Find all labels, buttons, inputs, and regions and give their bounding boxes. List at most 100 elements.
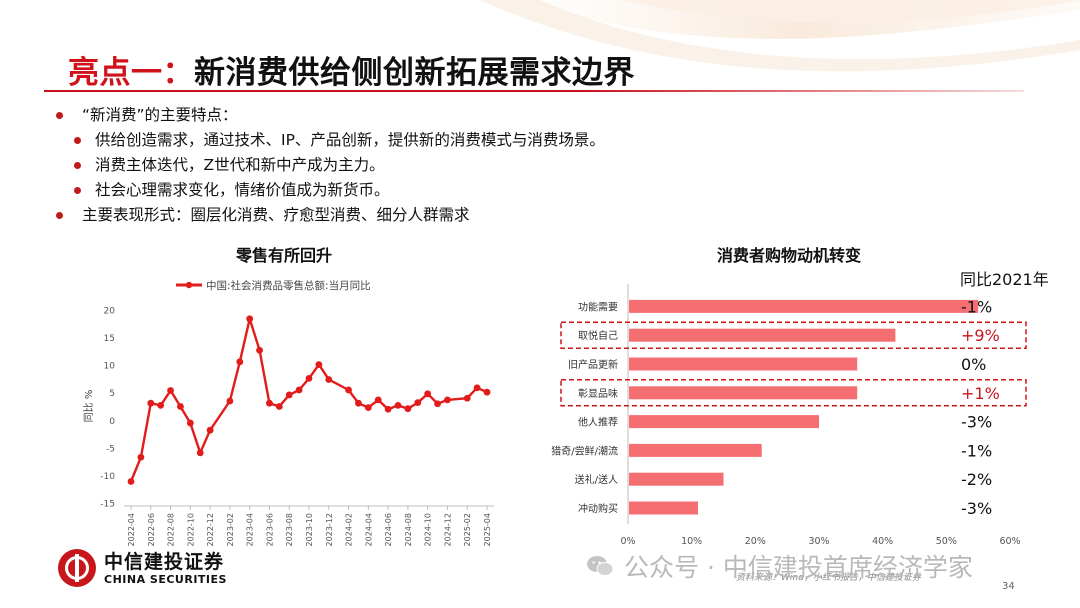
bullet-item: “新消费”的主要特点：: [56, 103, 605, 128]
data-point: [473, 384, 481, 392]
data-point: [285, 391, 293, 399]
category-label: 送礼/送人: [575, 473, 618, 486]
bullet-dot: [74, 137, 81, 144]
change-label: +1%: [961, 384, 1000, 403]
data-point: [384, 405, 392, 413]
data-point: [196, 449, 204, 457]
x-tick-label: 2024-08: [404, 513, 413, 546]
x-tick-label: 2024-02: [345, 513, 354, 546]
x-tick-label: 10%: [681, 536, 702, 547]
data-point: [315, 361, 323, 368]
data-point: [434, 400, 441, 408]
left-chart-title: 零售有所回升: [236, 246, 333, 265]
bullet-list: “新消费”的主要特点： 供给创造需求，通过技术、IP、产品创新，提供新的消费模式…: [56, 103, 605, 228]
data-point: [167, 387, 174, 394]
bar: [629, 501, 699, 515]
x-tick-label: 2022-06: [147, 513, 156, 546]
bar: [629, 415, 819, 429]
bullet-dot: [74, 162, 81, 169]
category-label: 他人推荐: [578, 416, 618, 429]
change-label: +9%: [961, 326, 1000, 345]
data-point: [483, 388, 491, 396]
y-tick-label: 20: [104, 307, 116, 317]
data-point: [186, 419, 194, 427]
watermark-text: 公众号 · 中信建投首席经济学家: [624, 553, 973, 582]
bullet-text: “新消费”的主要特点：: [82, 106, 238, 124]
x-tick-label: 2023-02: [226, 513, 235, 546]
data-point: [256, 346, 263, 354]
y-tick-label: 0: [109, 417, 115, 427]
x-tick-label: 2023-06: [265, 513, 274, 546]
yoy-header: 同比2021年: [960, 270, 1049, 289]
data-point: [355, 399, 362, 407]
x-tick-label: 2023-04: [246, 513, 255, 546]
data-point: [137, 453, 145, 461]
category-label: 旧产品更新: [568, 358, 618, 371]
y-tick-label: -15: [100, 500, 115, 510]
bullet-item: 社会心理需求变化，情绪价值成为新货币。: [56, 178, 605, 203]
company-logo: 中信建投证券 CHINA SECURITIES: [58, 549, 227, 587]
bullet-text: 供给创造需求，通过技术、IP、产品创新，提供新的消费模式与消费场景。: [95, 131, 605, 149]
x-tick-label: 2024-06: [384, 513, 393, 546]
change-label: -2%: [961, 470, 992, 489]
x-tick-label: 30%: [808, 536, 829, 547]
bar: [629, 443, 762, 457]
right-chart-title: 消费者购物动机转变: [717, 246, 862, 265]
bar: [629, 386, 858, 400]
change-label: -3%: [961, 499, 992, 518]
bullet-dot: [56, 212, 63, 219]
category-label: 冲动购买: [578, 502, 618, 515]
data-point: [404, 405, 412, 413]
data-point: [127, 478, 135, 485]
legend-label: 中国:社会消费品零售总额:当月同比: [206, 279, 371, 292]
x-tick-label: 40%: [872, 536, 893, 547]
category-label: 彰显品味: [578, 387, 618, 400]
bullet-text: 主要表现形式：圈层化消费、疗愈型消费、细分人群需求: [82, 206, 470, 224]
title-underline: [44, 90, 1024, 92]
data-point: [364, 404, 372, 412]
data-point: [147, 399, 155, 407]
data-point: [463, 394, 471, 402]
y-axis-label: 同比 %: [83, 390, 95, 423]
category-label: 猎奇/尝鲜/潮流: [551, 444, 618, 457]
bullet-text: 消费主体迭代，Z世代和新中产成为主力。: [95, 156, 385, 174]
category-label: 取悦自己: [578, 329, 618, 342]
data-point: [394, 401, 402, 409]
y-tick-label: 10: [104, 362, 116, 372]
y-tick-label: 15: [104, 334, 115, 344]
change-label: 0%: [961, 355, 986, 374]
source-note: 资料来源：Wind，小红书报告，中信建投证券: [736, 573, 921, 583]
data-point: [226, 397, 234, 405]
data-point: [444, 396, 451, 404]
x-tick-label: 0%: [620, 536, 635, 547]
page-title-highlight: 亮点一：: [68, 55, 194, 91]
x-tick-label: 2024-10: [424, 513, 433, 546]
change-label: -1%: [961, 297, 992, 316]
bullet-dot: [56, 112, 63, 119]
bullet-item: 消费主体迭代，Z世代和新中产成为主力。: [56, 153, 605, 178]
data-point: [374, 396, 382, 404]
data-point: [206, 426, 214, 434]
data-point: [266, 399, 273, 407]
x-tick-label: 50%: [936, 536, 957, 547]
data-point: [246, 315, 254, 323]
x-tick-label: 2023-08: [285, 513, 294, 546]
bar: [629, 472, 724, 486]
x-tick-label: 2025-04: [483, 513, 492, 546]
data-point: [177, 403, 184, 410]
data-point: [305, 374, 313, 382]
data-point: [236, 358, 244, 366]
bullet-item: 主要表现形式：圈层化消费、疗愈型消费、细分人群需求: [56, 203, 605, 228]
logo-en-text: CHINA SECURITIES: [104, 572, 227, 586]
data-point: [345, 386, 352, 394]
page-title: 亮点一：新消费供给侧创新拓展需求边界: [68, 47, 635, 92]
x-tick-label: 2022-12: [206, 513, 215, 546]
wechat-watermark: 公众号 · 中信建投首席经济学家: [586, 548, 973, 584]
bullet-text: 社会心理需求变化，情绪价值成为新货币。: [95, 181, 390, 199]
x-tick-label: 2024-04: [364, 513, 373, 546]
data-point: [157, 401, 165, 409]
category-label: 功能需要: [578, 300, 618, 313]
data-point: [295, 386, 303, 394]
